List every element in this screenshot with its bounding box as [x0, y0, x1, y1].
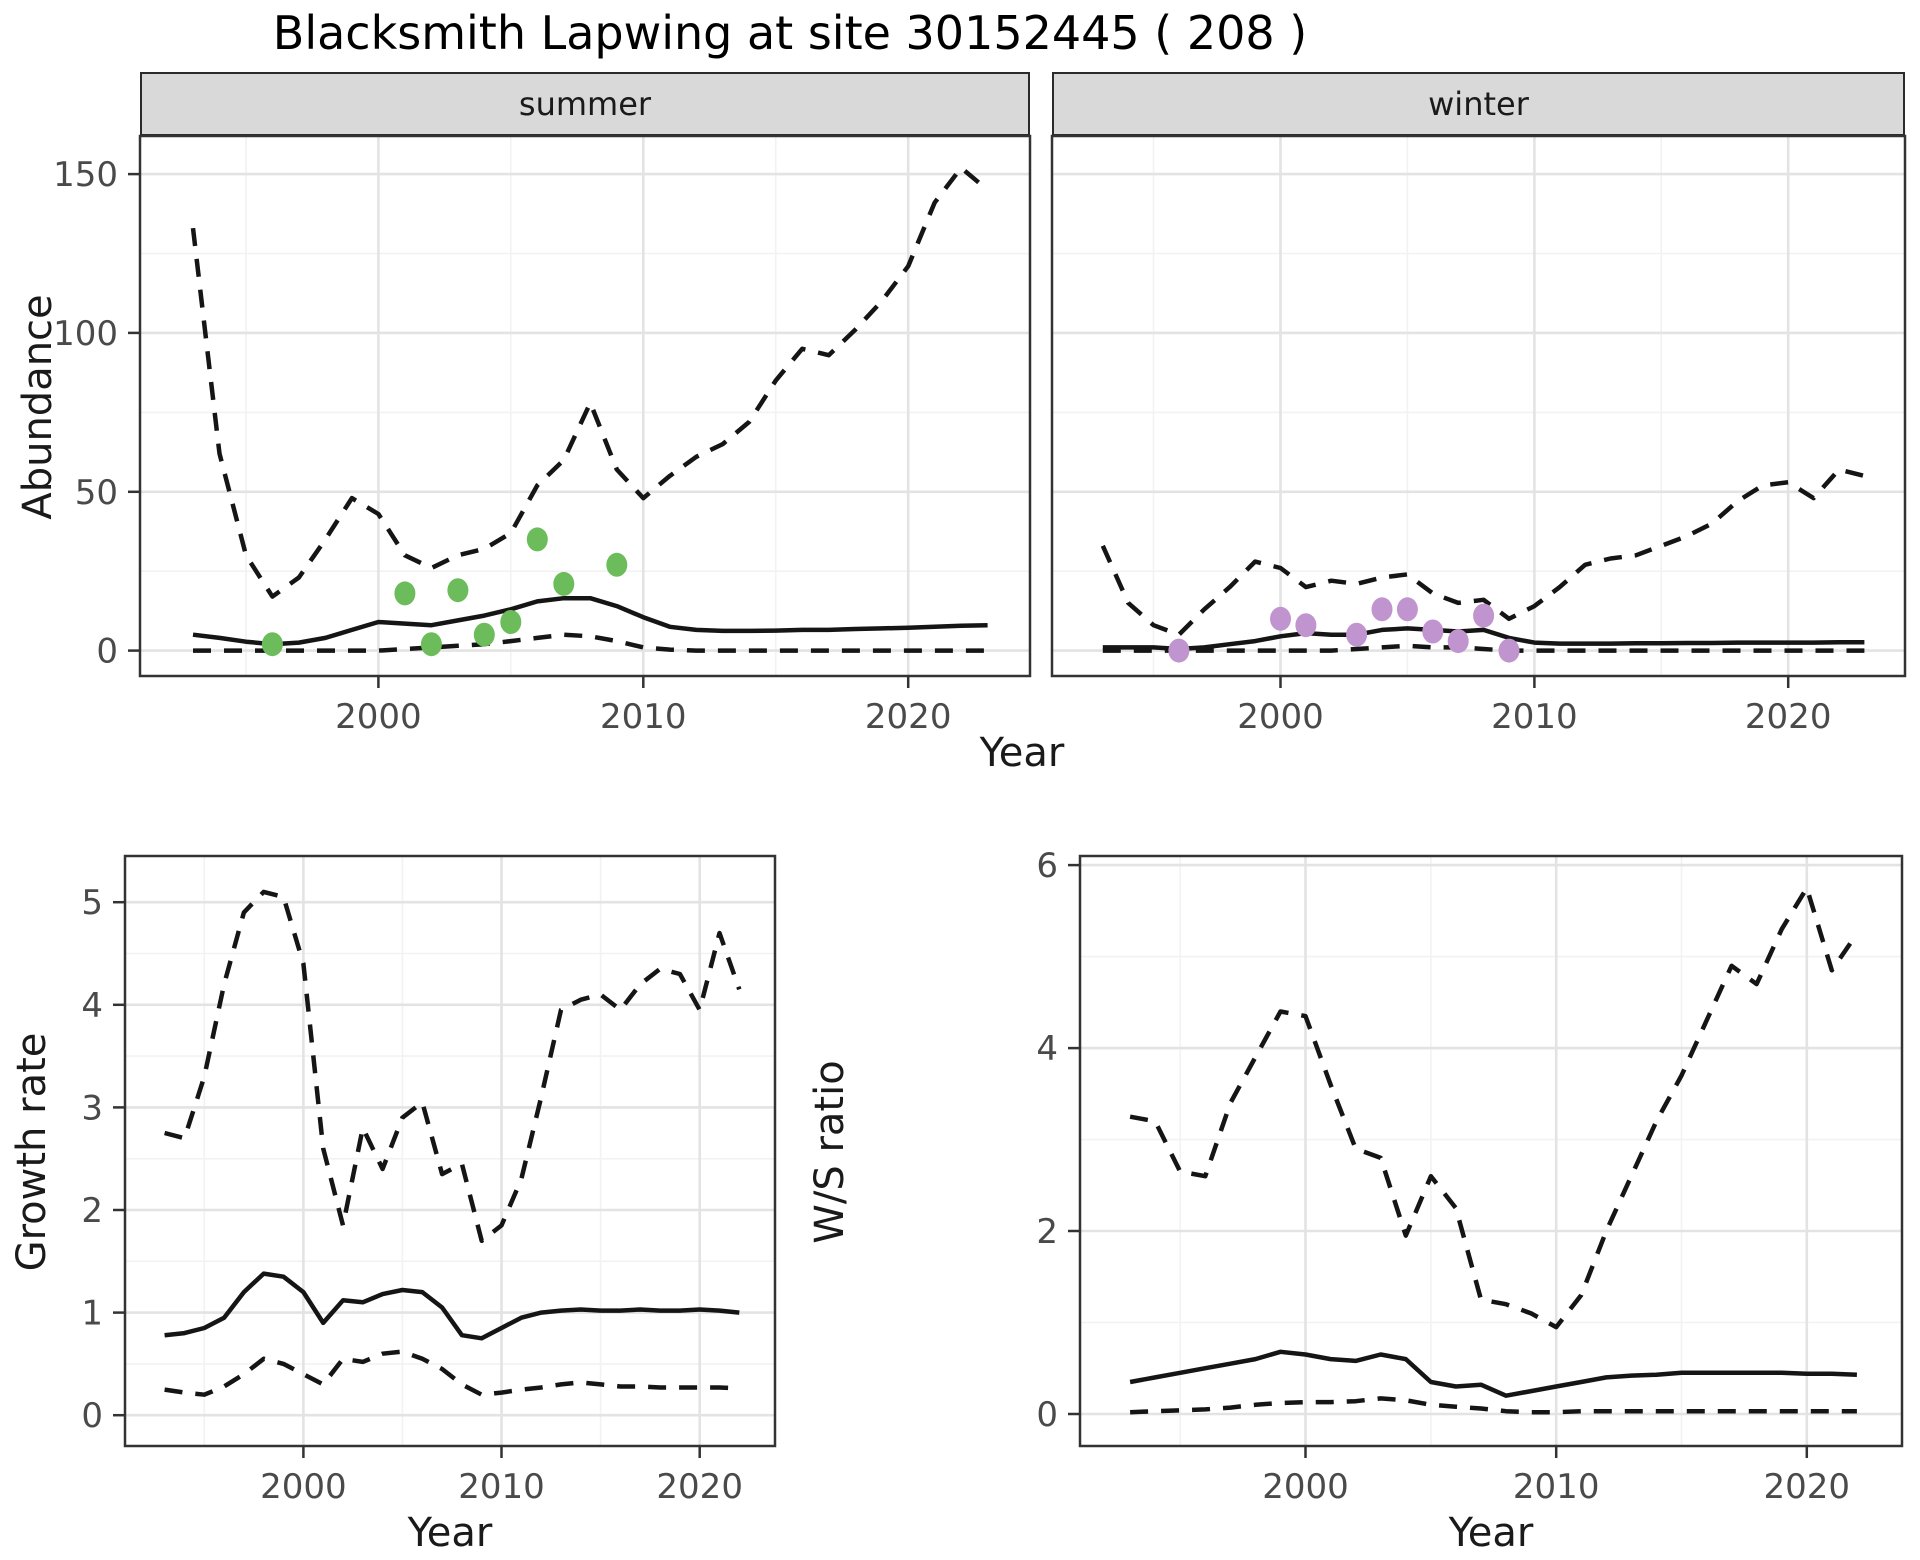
x-tick-label: 2010	[1513, 1467, 1600, 1507]
y-tick-label: 4	[81, 986, 103, 1026]
panel-ws-ratio: 2000 2010 2020 0 2 4 6	[1036, 846, 1904, 1507]
observation-point	[500, 610, 522, 634]
observation-point	[1371, 597, 1393, 622]
line-upper-ci	[1100, 467, 1865, 637]
x-tick-label: 2000	[1237, 697, 1324, 737]
observation-point	[1473, 603, 1495, 628]
panel-growth-rate: 2000 2010 2020 0 1 2 3 4 5	[81, 854, 777, 1507]
x-tick-label: 2020	[865, 697, 952, 737]
panel-abundance-summer: 2000 2010 2020 0 50 100 150	[53, 134, 1032, 737]
line-median	[1129, 1349, 1857, 1398]
line-upper-ci	[190, 165, 990, 599]
axis-ticks: 2000 2010 2020 0 50 100 150	[53, 155, 951, 737]
axis-ticks: 2000 2010 2020 0 2 4 6	[1036, 846, 1850, 1507]
y-tick-label: 50	[75, 473, 118, 513]
observation-point	[1346, 622, 1368, 647]
observation-point	[1295, 613, 1317, 638]
observation-point	[1270, 606, 1291, 631]
axis-ticks: 2000 2010 2020	[1237, 676, 1831, 737]
observation-point	[553, 571, 575, 596]
x-tick-label: 2000	[260, 1467, 347, 1507]
panel-border	[123, 854, 777, 1448]
y-tick-label: 6	[1036, 846, 1058, 886]
x-tick-label: 2010	[1491, 697, 1578, 737]
series-lines	[1100, 467, 1865, 653]
line-lower-ci	[1102, 643, 1865, 653]
observation-point	[420, 632, 442, 657]
y-tick-label: 2	[81, 1191, 103, 1231]
y-tick-label: 0	[1036, 1395, 1058, 1435]
y-tick-label: 0	[96, 632, 118, 672]
x-tick-label: 2010	[458, 1467, 545, 1507]
line-median	[164, 1271, 740, 1341]
facet-strip-summer: summer	[140, 72, 1030, 136]
x-axis-label-year-top: Year	[979, 730, 1065, 776]
x-tick-label: 2020	[656, 1467, 743, 1507]
series-lines	[190, 165, 990, 653]
facet-strip-winter: winter	[1052, 72, 1905, 136]
y-tick-label: 3	[81, 1088, 103, 1128]
observed-counts-winter	[1168, 597, 1520, 663]
observation-point	[1498, 638, 1520, 663]
y-tick-label: 2	[1036, 1212, 1058, 1252]
observation-point	[394, 581, 416, 606]
observation-point	[261, 632, 283, 657]
line-upper-ci	[164, 889, 742, 1244]
y-tick-label: 4	[1036, 1029, 1058, 1069]
line-lower-ci	[1130, 1396, 1857, 1415]
series-lines	[1129, 885, 1859, 1415]
panel-abundance-winter: 2000 2010 2020	[1050, 134, 1907, 737]
gridlines	[125, 856, 775, 1446]
observation-point	[473, 622, 495, 647]
x-tick-label: 2020	[1745, 697, 1832, 737]
series-lines	[164, 889, 742, 1397]
observation-point	[1168, 638, 1190, 663]
observation-point	[1422, 619, 1444, 644]
x-tick-label: 2000	[335, 697, 422, 737]
y-tick-label: 5	[81, 883, 103, 923]
line-lower-ci	[164, 1349, 740, 1397]
observation-point	[1447, 629, 1469, 654]
x-axis-label-year-bottom-right: Year	[1448, 1510, 1534, 1556]
observation-point	[526, 527, 548, 552]
observation-point	[1396, 597, 1418, 622]
x-axis-label-year-bottom-left: Year	[407, 1510, 493, 1556]
line-lower-ci	[193, 632, 988, 653]
y-tick-label: 100	[53, 314, 118, 354]
gridlines	[1052, 136, 1905, 676]
observation-point	[447, 578, 469, 603]
x-tick-label: 2010	[600, 697, 687, 737]
line-median	[192, 595, 988, 647]
panel-border	[138, 134, 1032, 678]
facet-strip-summer-label: summer	[518, 85, 652, 123]
facet-strip-winter-label: winter	[1428, 85, 1529, 123]
line-upper-ci	[1129, 885, 1859, 1330]
panel-border	[1050, 134, 1907, 678]
panel-border	[1078, 854, 1904, 1448]
x-tick-label: 2020	[1764, 1467, 1851, 1507]
observation-point	[606, 552, 628, 577]
y-tick-label: 1	[81, 1294, 103, 1334]
gridlines	[1080, 856, 1902, 1446]
y-tick-label: 0	[81, 1396, 103, 1436]
observed-counts-summer	[261, 527, 628, 657]
axis-ticks: 2000 2010 2020 0 1 2 3 4 5	[81, 883, 743, 1507]
chart-title: Blacksmith Lapwing at site 30152445 ( 20…	[272, 6, 1308, 60]
x-tick-label: 2000	[1262, 1467, 1349, 1507]
y-tick-label: 150	[53, 155, 118, 195]
line-median	[1102, 626, 1865, 652]
